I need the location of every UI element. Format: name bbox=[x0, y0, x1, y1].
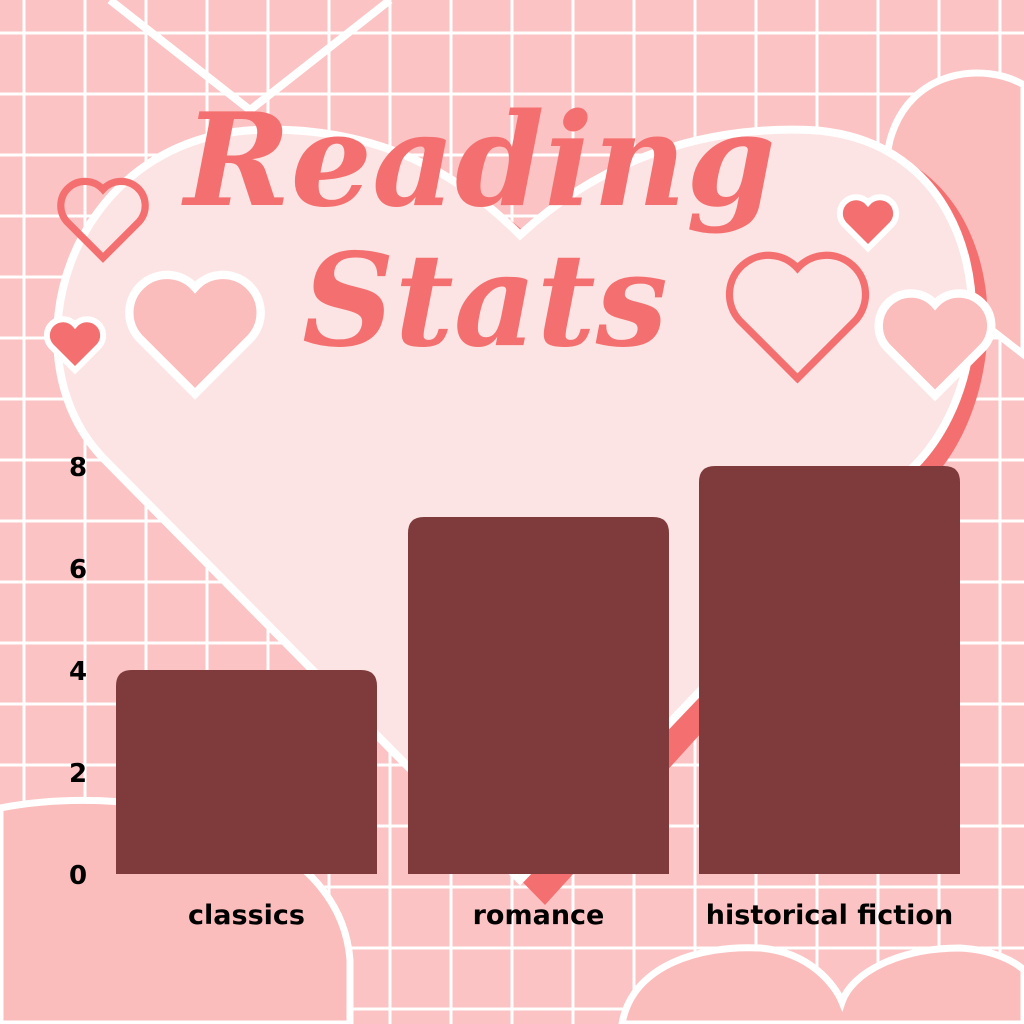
x-category-label: romance bbox=[473, 900, 605, 931]
bar-historical-fiction bbox=[699, 466, 960, 874]
y-tick-label: 4 bbox=[69, 657, 87, 687]
y-tick-label: 0 bbox=[69, 861, 87, 891]
x-category-label: historical fiction bbox=[706, 900, 953, 931]
bar-classics bbox=[116, 670, 377, 874]
y-tick-label: 2 bbox=[69, 759, 87, 789]
title-line-2: Stats bbox=[302, 226, 668, 376]
y-tick-label: 8 bbox=[69, 453, 87, 483]
y-axis-ticks: 0 2 4 6 8 bbox=[69, 453, 87, 891]
title-line-1: Reading bbox=[181, 86, 775, 236]
y-tick-label: 6 bbox=[69, 555, 87, 585]
bar-romance bbox=[408, 517, 669, 874]
bars bbox=[116, 466, 960, 874]
x-category-label: classics bbox=[188, 900, 305, 931]
x-axis-labels: classics romance historical fiction bbox=[188, 900, 953, 931]
